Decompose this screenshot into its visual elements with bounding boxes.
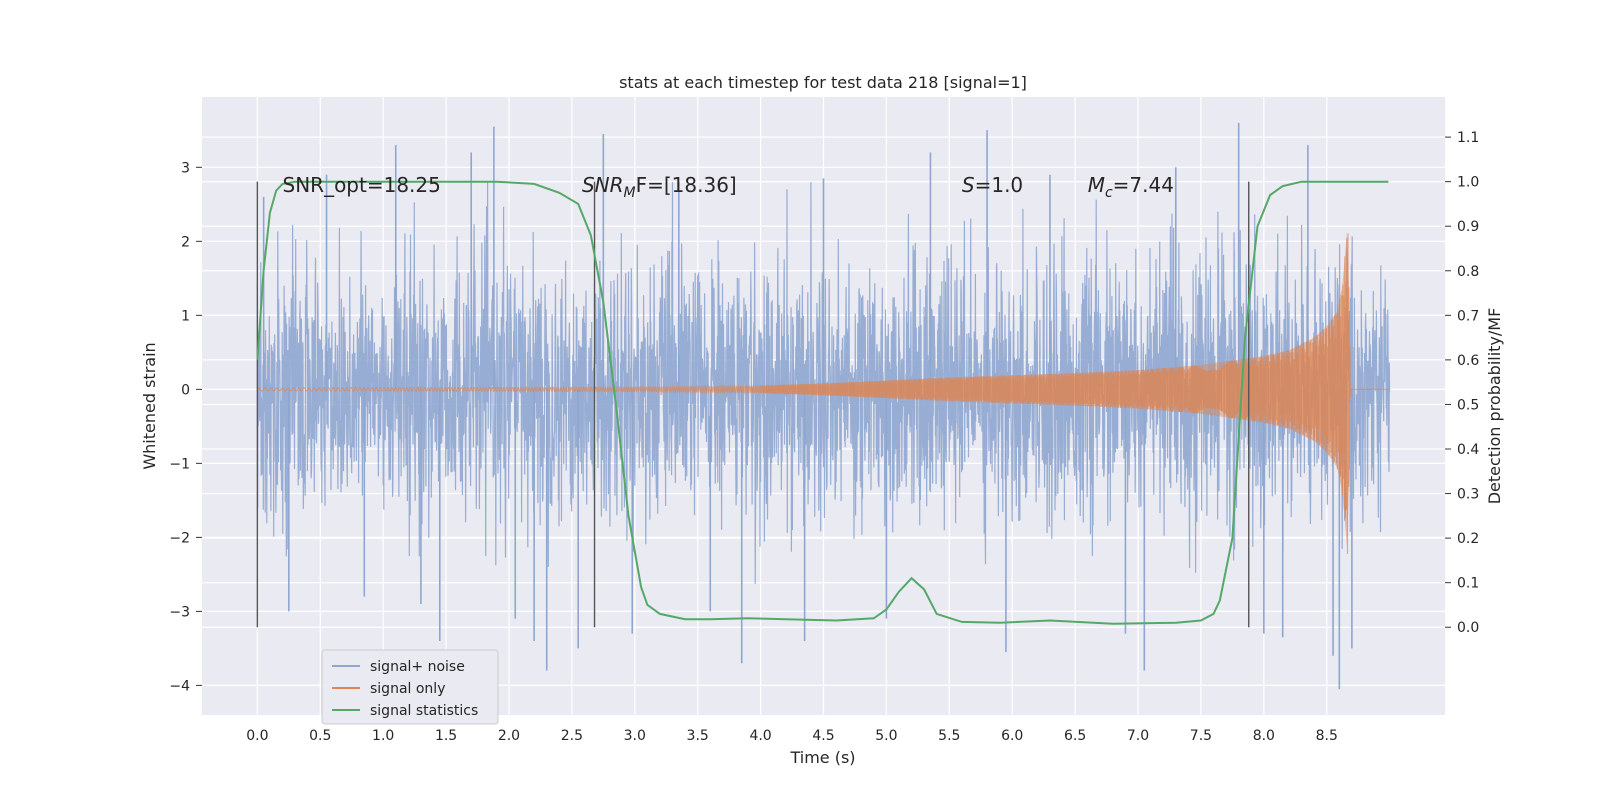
legend-box <box>321 649 499 725</box>
x-tick-label: 0.5 <box>309 728 331 744</box>
x-tick-label: 7.0 <box>1127 728 1149 744</box>
x-tick-label: 1.0 <box>372 728 394 744</box>
legend-label-noise: signal+ noise <box>370 659 465 675</box>
legend: signal+ noise signal only signal statistic… <box>321 649 499 725</box>
annotation-main: SNR <box>582 173 624 197</box>
x-tick-label: 7.5 <box>1190 728 1212 744</box>
annotation-subscript: M <box>624 185 636 201</box>
annotation-value: =1.0 <box>975 173 1024 197</box>
x-tick-label: 3.5 <box>687 728 709 744</box>
chart-title: stats at each timestep for test data 218… <box>619 73 1027 92</box>
x-tick-label: 3.0 <box>624 728 646 744</box>
x-tick-label: 4.5 <box>812 728 834 744</box>
y2-axis-label: Detection probability/MF <box>1485 308 1504 505</box>
legend-label-stats: signal statistics <box>370 703 478 719</box>
annotation: SNRMF=[18.36] <box>582 173 737 201</box>
y2-tick-label: 0.6 <box>1457 353 1479 369</box>
y2-tick-label: 0.0 <box>1457 620 1479 636</box>
y2-tick-label: 0.1 <box>1457 576 1479 592</box>
signal-line <box>256 233 1390 555</box>
y-tick-label: −1 <box>169 456 190 472</box>
y-tick-label: 1 <box>181 308 190 324</box>
annotation: S=1.0 <box>962 173 1023 197</box>
y-tick-labels: −4 −3 −2 −1 0 1 2 3 <box>169 160 202 694</box>
y-tick-label: 3 <box>181 160 190 176</box>
annotation: Mc=7.44 <box>1088 173 1174 201</box>
annotation-value: =7.44 <box>1113 173 1174 197</box>
x-tick-label: 0.0 <box>246 728 268 744</box>
y2-tick-label: 0.7 <box>1457 308 1479 324</box>
x-tick-label: 8.5 <box>1316 728 1338 744</box>
x-tick-label: 8.0 <box>1253 728 1275 744</box>
y-tick-label: 0 <box>181 382 190 398</box>
x-tick-label: 6.0 <box>1001 728 1023 744</box>
x-tick-label: 5.0 <box>875 728 897 744</box>
stats-line <box>256 180 1389 625</box>
annotation-value: F=[18.36] <box>636 173 737 197</box>
x-tick-label: 6.5 <box>1064 728 1086 744</box>
y2-tick-label: 0.3 <box>1457 487 1479 503</box>
legend-label-signal: signal only <box>370 681 445 697</box>
signal-envelope-fill <box>760 232 1350 547</box>
annotation-subscript: c <box>1105 185 1113 201</box>
y2-tick-label: 1.0 <box>1457 175 1479 191</box>
x-tick-labels: 0.0 0.5 1.0 1.5 2.0 2.5 3.0 3.5 4.0 4.5 5.0 5.5 6.0 6… <box>246 728 1338 744</box>
y-tick-label: −4 <box>169 678 190 694</box>
annotation-main: S <box>962 173 975 197</box>
y2-tick-label: 0.8 <box>1457 264 1479 280</box>
annotation: SNR_opt=18.25 <box>283 173 441 197</box>
noise-series <box>256 122 1391 690</box>
y-tick-label: 2 <box>181 234 190 250</box>
y2-tick-label: 0.9 <box>1457 219 1479 235</box>
y-tick-label: −3 <box>169 604 190 620</box>
y2-tick-label: 0.5 <box>1457 397 1479 413</box>
y-tick-label: −2 <box>169 530 190 546</box>
y2-tick-label: 0.2 <box>1457 531 1479 547</box>
x-tick-label: 2.0 <box>498 728 520 744</box>
annotation-main: SNR_opt=18.25 <box>283 173 441 197</box>
x-axis-label: Time (s) <box>789 748 855 767</box>
x-tick-label: 2.5 <box>561 728 583 744</box>
x-tick-label: 4.0 <box>749 728 771 744</box>
y-axis-label: Whitened strain <box>140 342 159 469</box>
signal-series <box>256 232 1390 555</box>
y2-tick-labels: 0.0 0.1 0.2 0.3 0.4 0.5 0.6 0.7 0.8 0.9 1.0 1.1 <box>1445 130 1479 636</box>
y2-tick-label: 0.4 <box>1457 442 1479 458</box>
stats-series <box>256 180 1389 625</box>
x-tick-label: 1.5 <box>435 728 457 744</box>
x-tick-label: 5.5 <box>938 728 960 744</box>
y2-tick-label: 1.1 <box>1457 130 1479 146</box>
annotations: SNR_opt=18.25 SNRMF=[18.36] S=1.0 Mc=7.44 <box>283 173 1174 201</box>
annotation-main: M <box>1088 173 1105 197</box>
